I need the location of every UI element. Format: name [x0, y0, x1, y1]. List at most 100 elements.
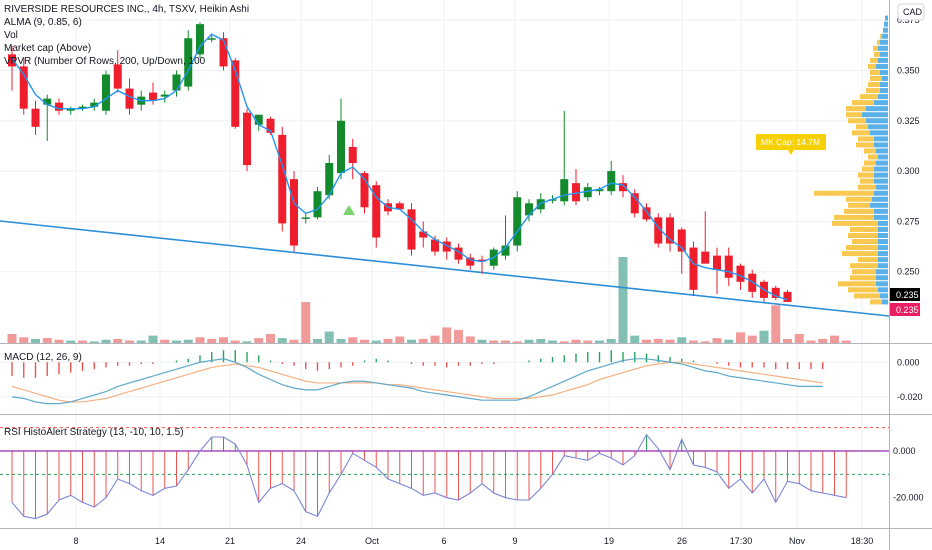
price-tick-label: 0.300	[897, 166, 920, 176]
volume-bar	[536, 338, 546, 343]
indicator-vol[interactable]: Vol	[4, 30, 18, 41]
volume-bar	[759, 330, 769, 343]
vpvr-up-bar	[874, 136, 888, 142]
volume-bar	[195, 337, 205, 343]
last-price-badge	[890, 288, 920, 301]
candle-body	[677, 229, 686, 252]
vpvr-up-bar	[874, 190, 888, 196]
candle-body	[525, 203, 533, 216]
volume-bar	[794, 333, 804, 343]
vpvr-down-bar	[852, 269, 876, 275]
candle-body	[313, 191, 322, 218]
candle-body	[783, 291, 792, 302]
vpvr-up-bar	[882, 75, 888, 81]
vpvr-down-bar	[868, 154, 878, 160]
last-price-label: 0.235	[896, 290, 919, 300]
candle-body	[184, 38, 193, 87]
vpvr-down-bar	[848, 232, 878, 238]
volume-bar	[19, 337, 29, 343]
vpvr-up-bar	[876, 148, 888, 154]
vpvr-up-bar	[866, 106, 888, 112]
candle-body	[478, 259, 486, 262]
vpvr-down-bar	[838, 281, 876, 287]
rsi-label[interactable]: RSI HistoAlert Strategy (13, -10, 10, 1.…	[4, 427, 184, 438]
indicator-market-cap[interactable]: Market cap (Above)	[4, 43, 92, 54]
vpvr-up-bar	[878, 45, 888, 51]
volume-bar	[465, 336, 475, 343]
vpvr-down-bar	[852, 239, 878, 245]
time-tick-label: 6	[441, 536, 446, 546]
volume-bar	[383, 338, 393, 343]
volume-bar	[489, 340, 499, 343]
macd-label[interactable]: MACD (12, 26, 9)	[4, 352, 82, 363]
candle-body	[8, 54, 16, 67]
legend: RIVERSIDE RESOURCES INC., 4h, TSXV, Heik…	[4, 3, 249, 68]
vpvr-up-bar	[878, 57, 888, 63]
vpvr-down-bar	[848, 118, 866, 124]
volume-bar	[66, 340, 76, 343]
candle-body	[407, 209, 416, 250]
vpvr-up-bar	[878, 220, 888, 226]
candle-body	[337, 120, 345, 174]
volume-bar	[665, 339, 675, 343]
volume-bar	[747, 335, 757, 343]
vpvr-up-bar	[874, 142, 888, 148]
volume-bar	[313, 338, 322, 343]
indicator-vpvr[interactable]: VPVR (Number Of Rows, 200, Up/Down, 100	[4, 56, 206, 67]
volume-bar	[160, 339, 170, 343]
vpvr-up-bar	[876, 184, 888, 190]
vpvr-up-bar	[876, 275, 888, 281]
candle-body	[43, 98, 52, 105]
rsi-tick-label: -20.000	[893, 493, 924, 503]
volume-bar	[512, 341, 522, 343]
volume-bar	[830, 335, 839, 343]
vpvr-down-bar	[846, 106, 866, 112]
volume-bar	[606, 338, 616, 343]
vpvr-up-bar	[874, 208, 888, 214]
macd-signal-line	[11, 361, 823, 403]
time-tick-label: Oct	[365, 536, 380, 546]
currency-button-label[interactable]: CAD	[903, 7, 923, 17]
volume-bar	[125, 340, 134, 343]
vpvr-down-bar	[870, 57, 878, 63]
vpvr-up-bar	[878, 239, 888, 245]
volume-bar	[89, 341, 99, 343]
candle-body	[113, 64, 122, 89]
vpvr-up-bar	[876, 269, 888, 275]
candle-body	[196, 24, 204, 55]
currency-button	[897, 3, 925, 21]
vpvr-down-bar	[860, 94, 878, 100]
candle-body	[654, 217, 663, 244]
volume-bar	[771, 305, 781, 343]
candle-body	[395, 203, 404, 210]
volume-bar	[348, 337, 358, 343]
vpvr-down-bar	[854, 293, 880, 299]
vpvr-up-bar	[880, 293, 888, 299]
vpvr-up-bar	[878, 232, 888, 238]
indicator-alma[interactable]: ALMA (9, 0.85, 6)	[4, 17, 82, 28]
vpvr-up-bar	[878, 251, 888, 257]
vpvr-up-bar	[880, 51, 888, 57]
time-tick-label: 9	[512, 536, 517, 546]
vpvr-up-bar	[866, 118, 888, 124]
candle-body	[19, 66, 28, 109]
volume-bar	[78, 340, 87, 343]
candle-body	[466, 257, 475, 266]
candle-body	[442, 241, 451, 252]
volume-bar	[54, 339, 64, 343]
candle-body	[572, 183, 580, 202]
buy-signal-marker	[343, 205, 355, 215]
candle-body	[454, 247, 463, 260]
macd-tick-label: 0.000	[897, 357, 920, 367]
vpvr-down-bar	[858, 257, 878, 263]
time-tick-label: 8	[73, 536, 78, 546]
vpvr-down-bar	[864, 148, 876, 154]
price-tick-label: 0.275	[897, 216, 920, 226]
time-tick-label: 17:30	[730, 536, 753, 546]
time-tick-label: 14	[155, 536, 165, 546]
volume-bar	[430, 335, 440, 343]
macd-line	[11, 358, 823, 405]
vpvr-up-bar	[876, 281, 888, 287]
vpvr-up-bar	[874, 214, 888, 220]
